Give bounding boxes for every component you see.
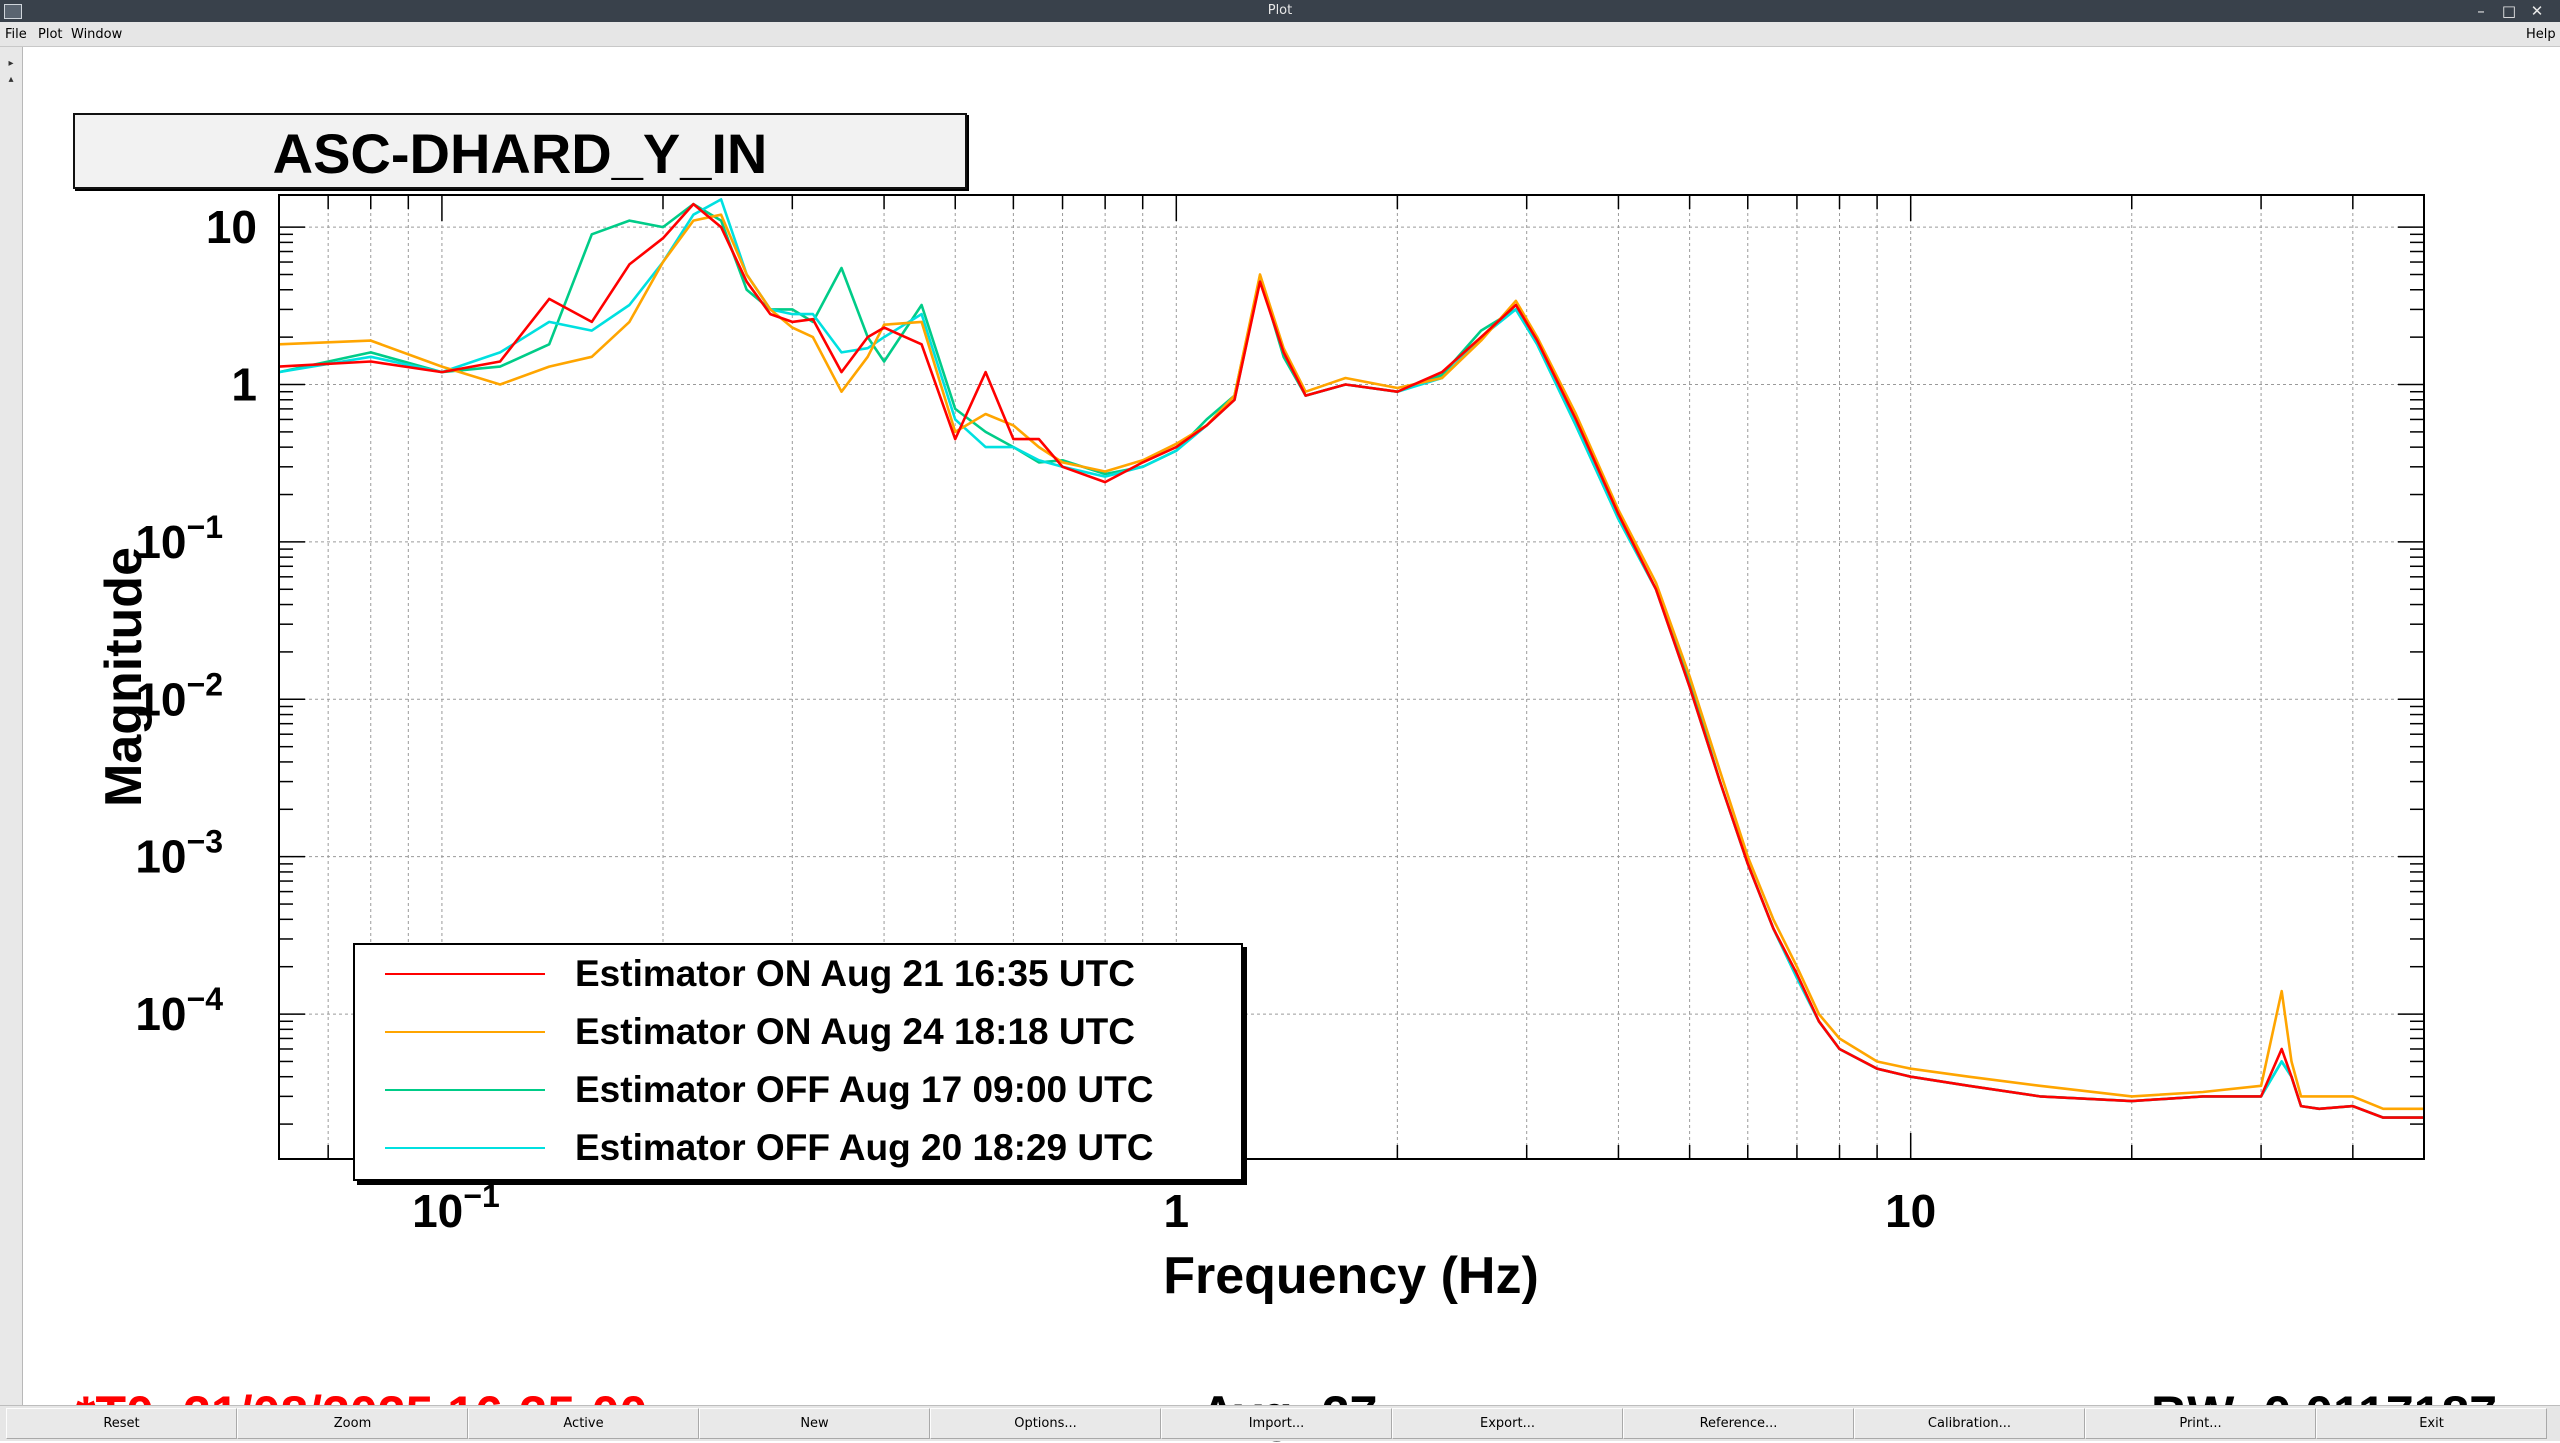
legend-item: Estimator ON Aug 21 16:35 UTC: [355, 945, 1241, 1003]
x-tick-label: 1: [1164, 1185, 1190, 1237]
legend-item: Estimator OFF Aug 17 09:00 UTC: [355, 1061, 1241, 1119]
legend-label: Estimator ON Aug 24 18:18 UTC: [575, 1011, 1135, 1052]
menu-window[interactable]: Window: [71, 27, 123, 42]
legend-label: Estimator ON Aug 21 16:35 UTC: [575, 953, 1135, 994]
chart-ticks: [278, 195, 2425, 1159]
reference-button[interactable]: Reference...: [1623, 1408, 1854, 1439]
legend-item: Estimator ON Aug 24 18:18 UTC: [355, 1003, 1241, 1061]
plot-frame: [278, 194, 2425, 1160]
window-titlebar: Plot – □ ✕: [0, 0, 2560, 22]
y-tick-label: 1: [231, 359, 257, 411]
legend-swatch-0: [385, 973, 545, 975]
options-button[interactable]: Options...: [930, 1408, 1161, 1439]
calibration-button[interactable]: Calibration...: [1854, 1408, 2085, 1439]
new-button[interactable]: New: [699, 1408, 930, 1439]
maximize-icon[interactable]: □: [2501, 2, 2517, 20]
y-tick-label: 10: [206, 201, 257, 253]
reset-button[interactable]: Reset: [6, 1408, 237, 1439]
chart-traces: [278, 198, 2424, 1119]
plot-title: ASC-DHARD_Y_IN: [272, 122, 768, 185]
legend-item: Estimator OFF Aug 20 18:29 UTC: [355, 1119, 1241, 1177]
series-line-1: [278, 202, 2424, 1119]
y-tick-label: 10−4: [135, 981, 223, 1040]
zoom-button[interactable]: Zoom: [237, 1408, 468, 1439]
x-tick-label: 10: [1885, 1185, 1936, 1237]
expand-right-icon[interactable]: ▸: [8, 58, 14, 69]
series-line-2: [278, 213, 2424, 1111]
menu-bar: File Plot Window Help: [0, 22, 2560, 47]
legend-label: Estimator OFF Aug 20 18:29 UTC: [575, 1127, 1154, 1168]
y-tick-label: 10−1: [135, 509, 223, 568]
menu-file[interactable]: File: [5, 27, 27, 42]
menu-plot[interactable]: Plot: [38, 27, 63, 42]
plot-title-box: ASC-DHARD_Y_IN: [73, 113, 967, 189]
app-icon: [4, 4, 22, 19]
y-axis-label: Magnitude: [95, 547, 153, 807]
window-title: Plot: [1267, 3, 1293, 18]
menu-help[interactable]: Help: [2526, 27, 2556, 42]
minimize-icon[interactable]: –: [2477, 2, 2485, 20]
x-axis-label: Frequency (Hz): [1163, 1247, 1539, 1305]
legend: Estimator ON Aug 21 16:35 UTC Estimator …: [353, 943, 1243, 1181]
legend-swatch-1: [385, 1031, 545, 1033]
import-button[interactable]: Import...: [1161, 1408, 1392, 1439]
x-tick-label: 10−1: [412, 1178, 500, 1237]
left-panel-strip: ▸ ▴: [0, 47, 23, 1405]
legend-swatch-2: [385, 1089, 545, 1091]
close-icon[interactable]: ✕: [2530, 2, 2544, 20]
print-button[interactable]: Print...: [2085, 1408, 2316, 1439]
y-tick-label: 10−3: [135, 824, 223, 883]
collapse-up-icon[interactable]: ▴: [8, 74, 14, 85]
legend-label: Estimator OFF Aug 17 09:00 UTC: [575, 1069, 1154, 1110]
exit-button[interactable]: Exit: [2316, 1408, 2547, 1439]
active-button[interactable]: Active: [468, 1408, 699, 1439]
button-bar: Reset Zoom Active New Options... Import.…: [0, 1405, 2560, 1441]
plot-canvas: 10−1 1 10 10 1 10−1 10−2 10−3 10−4 Frequency (Hz…: [23, 47, 2560, 1442]
legend-swatch-3: [385, 1147, 545, 1149]
export-button[interactable]: Export...: [1392, 1408, 1623, 1439]
